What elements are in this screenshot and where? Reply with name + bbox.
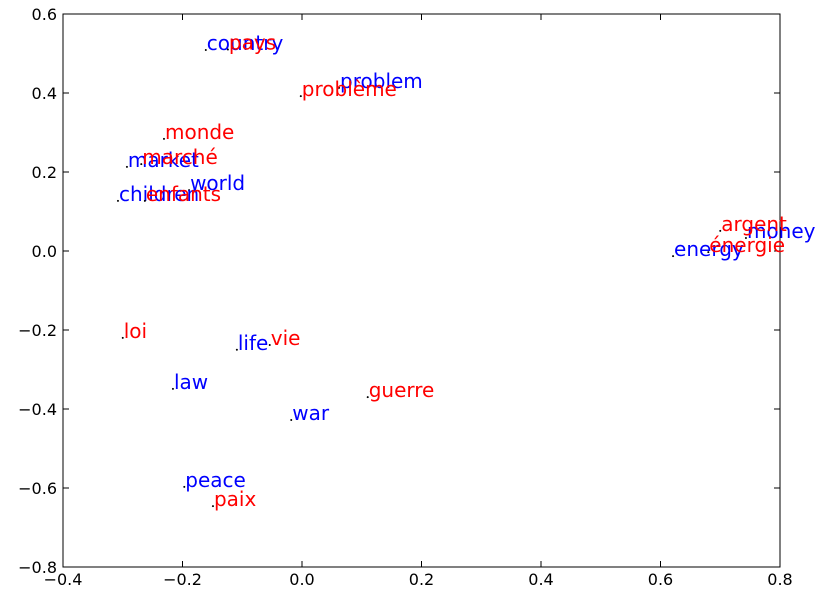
point-label: loi	[124, 319, 147, 343]
point	[211, 505, 214, 508]
y-tick-label: −0.6	[18, 479, 57, 498]
point	[744, 236, 747, 239]
point	[125, 165, 128, 168]
point	[116, 199, 119, 202]
point	[183, 485, 186, 488]
point	[143, 199, 146, 202]
point-label: problem	[340, 69, 423, 93]
point-label: country	[207, 31, 284, 55]
point	[299, 95, 302, 98]
x-tick-label: 0.8	[767, 570, 792, 589]
y-tick-label: 0.2	[32, 163, 57, 182]
point-label: paix	[214, 487, 257, 511]
point-label: guerre	[369, 378, 435, 402]
point-label: world	[190, 171, 245, 195]
point-label: money	[747, 219, 816, 243]
x-tick-label: −0.2	[163, 570, 202, 589]
y-tick-label: −0.4	[18, 400, 57, 419]
point	[338, 86, 341, 89]
point	[672, 255, 675, 258]
point	[121, 336, 124, 339]
y-tick-label: −0.2	[18, 321, 57, 340]
y-tick-label: 0.0	[32, 242, 57, 261]
plot-frame	[62, 13, 781, 568]
point	[162, 137, 165, 140]
point	[290, 419, 293, 422]
point-label: energy	[674, 237, 744, 261]
x-tick-label: 0.2	[409, 570, 434, 589]
point-label: life	[238, 331, 268, 355]
point-label: peace	[185, 468, 246, 492]
point	[268, 344, 271, 347]
point	[707, 251, 710, 254]
point-label: war	[292, 401, 330, 425]
point	[235, 348, 238, 351]
x-tick-label: 0.0	[289, 570, 314, 589]
x-tick-label: −0.4	[44, 570, 83, 589]
point-label: argent	[721, 212, 787, 236]
x-tick-label: 0.4	[528, 570, 553, 589]
point	[140, 163, 143, 166]
point-label: monde	[165, 120, 234, 144]
y-tick-label: −0.8	[18, 558, 57, 577]
point-label: marché	[142, 145, 218, 169]
point	[171, 387, 174, 390]
point	[719, 229, 722, 232]
point	[188, 189, 191, 192]
point-label: enfants	[146, 182, 221, 206]
point-label: children	[119, 182, 199, 206]
point-label: problème	[302, 77, 397, 101]
y-tick-label: 0.6	[32, 5, 57, 24]
point-label: law	[174, 370, 208, 394]
point-label: énergie	[709, 233, 785, 257]
y-tick-label: 0.4	[32, 84, 57, 103]
point-label: market	[128, 148, 199, 172]
point	[366, 396, 369, 399]
point	[204, 48, 207, 51]
point-label: vie	[271, 326, 301, 350]
x-tick-label: 0.6	[648, 570, 673, 589]
point	[226, 48, 229, 51]
point-label: pays	[229, 31, 276, 55]
